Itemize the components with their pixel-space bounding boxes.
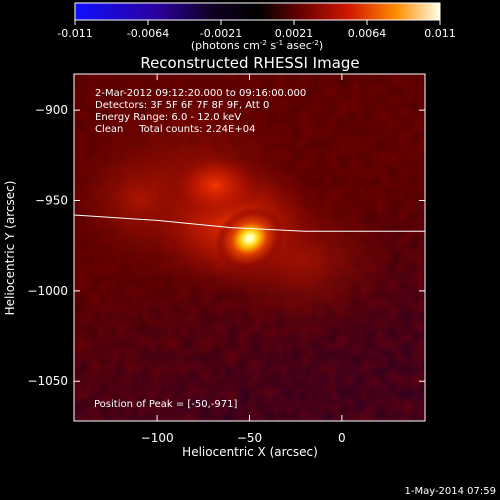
info-time-range: 2-Mar-2012 09:12:20.000 to 09:16:00.000 xyxy=(95,88,306,99)
peak-position-label: Position of Peak = [-50,-971] xyxy=(94,399,238,410)
colorbar xyxy=(74,2,441,21)
colorbar-units-close: ) xyxy=(319,39,323,52)
x-tick-label: 0 xyxy=(338,431,346,445)
axes: −100 −50 0 −900 −950 −1000 −1050 xyxy=(27,74,425,445)
colorbar-tick-label: 0.011 xyxy=(424,27,456,40)
colorbar-ticks: -0.011 -0.0064 -0.0021 0.0021 0.0064 0.011 xyxy=(57,20,456,40)
colorbar-tick-label: -0.011 xyxy=(57,27,92,40)
chart-title: Reconstructed RHESSI Image xyxy=(140,54,359,72)
y-tick-label: −1000 xyxy=(27,284,68,298)
colorbar-tick-label: -0.0021 xyxy=(200,27,242,40)
colorbar-units-sup2: -1 xyxy=(276,39,283,47)
flare-source xyxy=(214,206,285,271)
solar-limb-line xyxy=(74,214,425,232)
colorbar-units-sup1: -2 xyxy=(260,39,267,47)
y-axis-label: Heliocentric Y (arcsec) xyxy=(3,181,17,316)
heatmap-image xyxy=(74,74,425,421)
colorbar-units: (photons cm-2 s-1 asec-2) xyxy=(191,39,323,52)
colorbar-units-text: (photons cm xyxy=(191,39,260,52)
y-tick-label: −1050 xyxy=(27,374,68,388)
y-tick-label: −950 xyxy=(35,194,68,208)
footer-date: 1-May-2014 07:59 xyxy=(404,486,496,497)
colorbar-tick-label: 0.0021 xyxy=(275,27,314,40)
info-clean-counts: Clean Total counts: 2.24E+04 xyxy=(95,124,255,135)
colorbar-units-s: s xyxy=(267,39,276,52)
colorbar-tick-label: -0.0064 xyxy=(127,27,169,40)
y-tick-label: −900 xyxy=(35,103,68,117)
flare-peak xyxy=(214,206,285,271)
x-axis-label: Heliocentric X (arcsec) xyxy=(182,445,318,459)
info-detectors: Detectors: 3F 5F 6F 7F 8F 9F, Att 0 xyxy=(95,100,269,111)
x-tick-label: −50 xyxy=(237,431,262,445)
x-tick-label: −100 xyxy=(141,431,174,445)
colorbar-tick-label: 0.0064 xyxy=(348,27,387,40)
colorbar-units-asec: asec xyxy=(283,39,312,52)
info-energy-range: Energy Range: 6.0 - 12.0 keV xyxy=(95,112,241,123)
colorbar-units-sup3: -2 xyxy=(312,39,319,47)
